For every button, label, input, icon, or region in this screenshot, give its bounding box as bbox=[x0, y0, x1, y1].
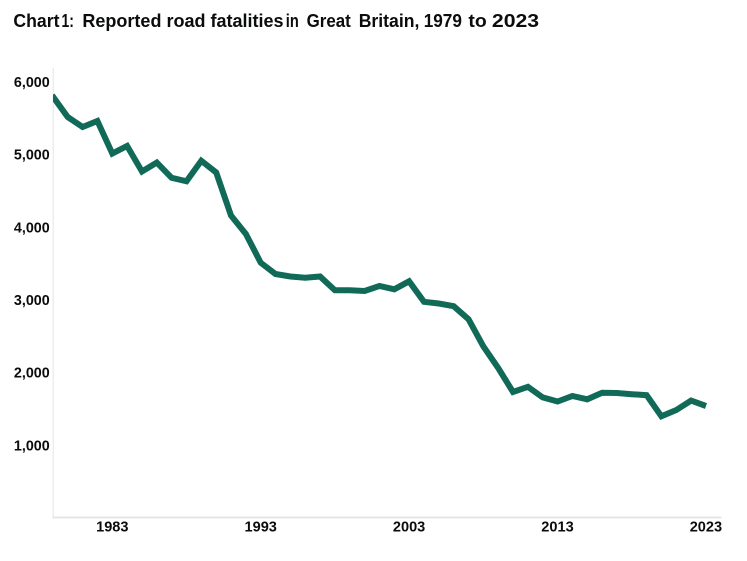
svg-text:Chart: Chart bbox=[13, 10, 59, 31]
svg-text:1:: 1: bbox=[62, 10, 74, 31]
svg-text:1993: 1993 bbox=[245, 519, 277, 536]
svg-text:1983: 1983 bbox=[96, 519, 128, 536]
svg-text:2023: 2023 bbox=[690, 519, 722, 536]
svg-text:1979: 1979 bbox=[424, 10, 462, 31]
svg-text:2023: 2023 bbox=[492, 10, 539, 31]
svg-text:1,000: 1,000 bbox=[14, 437, 50, 454]
svg-text:to: to bbox=[468, 10, 486, 31]
svg-text:in: in bbox=[286, 10, 299, 31]
svg-text:Reported road fatalities: Reported road fatalities bbox=[82, 10, 283, 31]
svg-text:Britain,: Britain, bbox=[359, 10, 420, 31]
svg-text:3,000: 3,000 bbox=[14, 292, 50, 309]
svg-text:2003: 2003 bbox=[393, 519, 425, 536]
svg-text:6,000: 6,000 bbox=[14, 74, 50, 91]
svg-text:4,000: 4,000 bbox=[14, 219, 50, 236]
svg-text:2013: 2013 bbox=[541, 519, 573, 536]
svg-text:2,000: 2,000 bbox=[14, 365, 50, 382]
svg-text:5,000: 5,000 bbox=[14, 147, 50, 164]
svg-text:Great: Great bbox=[307, 10, 351, 31]
